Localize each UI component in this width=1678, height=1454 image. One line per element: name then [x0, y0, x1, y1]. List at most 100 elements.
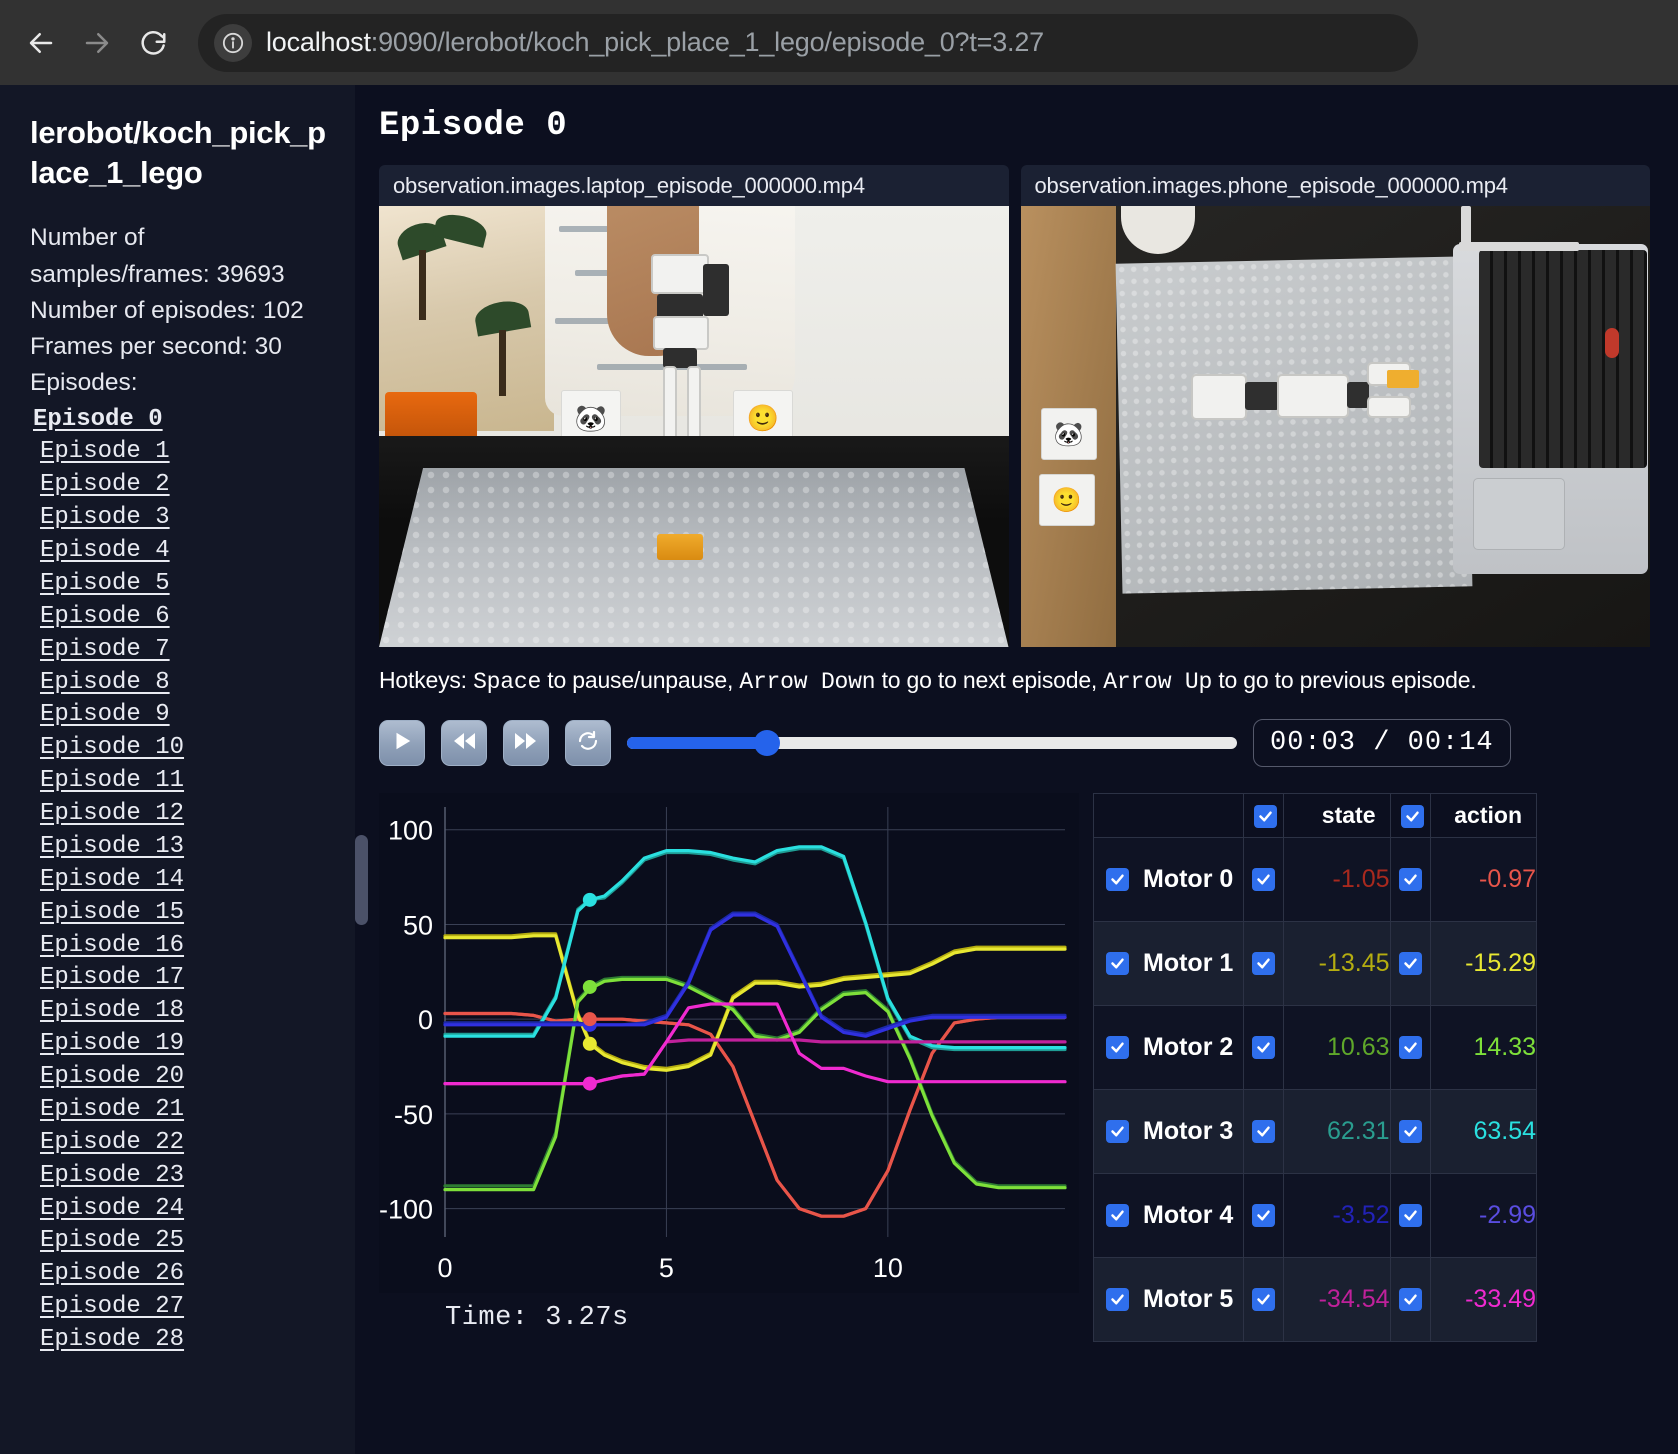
seek-bar[interactable] — [627, 730, 1237, 756]
episode-link-16[interactable]: Episode 16 — [40, 931, 185, 959]
episode-link-18[interactable]: Episode 18 — [40, 997, 185, 1025]
rewind-button[interactable] — [441, 720, 487, 766]
reload-button[interactable] — [130, 20, 176, 66]
action-cell-checkbox[interactable] — [1389, 1257, 1431, 1342]
action-cell-checkbox[interactable] — [1389, 921, 1431, 1006]
sidebar-resize-handle[interactable] — [355, 835, 368, 925]
action-cell-checkbox[interactable] — [1389, 837, 1431, 922]
header-action-checkbox-cell[interactable] — [1389, 793, 1431, 838]
episode-link-2[interactable]: Episode 2 — [40, 471, 170, 499]
app-body: lerobot/koch_pick_place_1_lego Number of… — [0, 85, 1678, 1454]
back-button[interactable] — [18, 20, 64, 66]
state-value-checkbox[interactable] — [1252, 952, 1275, 975]
episode-link-15[interactable]: Episode 15 — [40, 898, 185, 926]
state-value-checkbox[interactable] — [1252, 1204, 1275, 1227]
info-circle-icon[interactable] — [214, 23, 252, 62]
state-value-checkbox[interactable] — [1252, 1288, 1275, 1311]
state-value-checkbox[interactable] — [1252, 1036, 1275, 1059]
episode-link-25[interactable]: Episode 25 — [40, 1227, 185, 1255]
episode-link-10[interactable]: Episode 10 — [40, 734, 185, 762]
svg-text:0: 0 — [437, 1253, 452, 1283]
motor-name-label: Motor 0 — [1143, 865, 1234, 893]
episode-link-8[interactable]: Episode 8 — [40, 668, 170, 696]
action-value-checkbox[interactable] — [1398, 1120, 1422, 1143]
state-cell-checkbox[interactable] — [1243, 1173, 1284, 1258]
seek-track[interactable] — [627, 730, 1237, 756]
motor-row-checkbox[interactable] — [1106, 1036, 1129, 1059]
episode-link-13[interactable]: Episode 13 — [40, 832, 185, 860]
motor-row-checkbox[interactable] — [1106, 1204, 1129, 1227]
episode-link-11[interactable]: Episode 11 — [40, 767, 185, 795]
header-state-checkbox-cell[interactable] — [1243, 793, 1284, 838]
action-value-checkbox[interactable] — [1398, 868, 1422, 891]
episode-link-21[interactable]: Episode 21 — [40, 1095, 185, 1123]
episode-link-7[interactable]: Episode 7 — [40, 635, 170, 663]
hotkeys-text-3: to go to previous episode. — [1212, 667, 1477, 693]
action-value-checkbox[interactable] — [1398, 952, 1422, 975]
action-cell-checkbox[interactable] — [1389, 1005, 1431, 1090]
address-bar[interactable]: localhost:9090/lerobot/koch_pick_place_1… — [198, 13, 1418, 72]
main-content: Episode 0 observation.images.laptop_epis… — [355, 85, 1678, 1454]
episode-link-3[interactable]: Episode 3 — [40, 504, 170, 532]
episode-link-5[interactable]: Episode 5 — [40, 569, 170, 597]
hotkey-space: Space — [473, 669, 542, 695]
episode-link-24[interactable]: Episode 24 — [40, 1194, 185, 1222]
episode-link-27[interactable]: Episode 27 — [40, 1293, 185, 1321]
video-phone[interactable]: 🐼 🙂 — [1020, 206, 1650, 647]
seek-thumb[interactable] — [754, 730, 781, 756]
episode-link-12[interactable]: Episode 12 — [40, 800, 185, 828]
episode-link-14[interactable]: Episode 14 — [40, 865, 185, 893]
episode-link-19[interactable]: Episode 19 — [40, 1030, 185, 1058]
state-cell-checkbox[interactable] — [1243, 921, 1284, 1006]
sticker-box-2: 🙂 — [1038, 474, 1095, 526]
hotkeys-text-2: to go to next episode, — [875, 667, 1104, 693]
loop-button[interactable] — [565, 720, 611, 766]
state-value-checkbox[interactable] — [1252, 1120, 1275, 1143]
state-value: -13.45 — [1283, 921, 1391, 1006]
table-header-row: state action — [1093, 793, 1537, 838]
motor-row-checkbox[interactable] — [1106, 1120, 1129, 1143]
timeseries-chart[interactable]: -100 -50 0 50 100 0 5 10 Time: 3.27s — [379, 793, 1079, 1333]
episode-link-0[interactable]: Episode 0 — [33, 405, 163, 433]
episode-link-22[interactable]: Episode 22 — [40, 1128, 185, 1156]
svg-text:-50: -50 — [394, 1100, 433, 1130]
action-value-checkbox[interactable] — [1398, 1288, 1422, 1311]
episode-link-20[interactable]: Episode 20 — [40, 1063, 185, 1091]
action-column-checkbox[interactable] — [1400, 805, 1424, 829]
state-value-checkbox[interactable] — [1252, 868, 1275, 891]
motor-row-checkbox[interactable] — [1106, 868, 1129, 891]
motor-row-checkbox[interactable] — [1106, 1288, 1129, 1311]
episode-link-6[interactable]: Episode 6 — [40, 602, 170, 630]
motor-name-cell: Motor 5 — [1093, 1257, 1244, 1342]
state-cell-checkbox[interactable] — [1243, 837, 1284, 922]
episode-list: Episode 0 Episode 1 Episode 2 Episode 3 Epis… — [30, 404, 329, 1357]
episode-link-1[interactable]: Episode 1 — [40, 438, 170, 466]
table-row: Motor 4 -3.52 -2.99 — [1093, 1173, 1537, 1258]
fast-forward-button[interactable] — [503, 720, 549, 766]
motor-row-checkbox[interactable] — [1106, 952, 1129, 975]
action-cell-checkbox[interactable] — [1389, 1089, 1431, 1174]
seek-progress-fill — [627, 737, 768, 749]
episode-link-28[interactable]: Episode 28 — [40, 1326, 185, 1354]
state-cell-checkbox[interactable] — [1243, 1089, 1284, 1174]
episode-link-9[interactable]: Episode 9 — [40, 701, 170, 729]
video-laptop[interactable]: 🐼 🙂 — [379, 206, 1009, 647]
state-value: -3.52 — [1283, 1173, 1391, 1258]
state-cell-checkbox[interactable] — [1243, 1005, 1284, 1090]
action-cell-checkbox[interactable] — [1389, 1173, 1431, 1258]
episode-link-26[interactable]: Episode 26 — [40, 1260, 185, 1288]
laptop-keyboard — [1478, 250, 1647, 468]
episode-link-23[interactable]: Episode 23 — [40, 1161, 185, 1189]
state-cell-checkbox[interactable] — [1243, 1257, 1284, 1342]
episode-link-17[interactable]: Episode 17 — [40, 964, 185, 992]
action-value-checkbox[interactable] — [1398, 1036, 1422, 1059]
episode-link-4[interactable]: Episode 4 — [40, 537, 170, 565]
meta-episodes-count: Number of episodes: 102 — [30, 296, 304, 324]
browser-toolbar: localhost:9090/lerobot/koch_pick_place_1… — [0, 0, 1678, 85]
action-value-checkbox[interactable] — [1398, 1204, 1422, 1227]
motor-name-label: Motor 5 — [1143, 1285, 1234, 1313]
episodes-label: Episodes: — [30, 369, 138, 397]
forward-button[interactable] — [74, 20, 120, 66]
state-column-checkbox[interactable] — [1254, 805, 1277, 829]
play-button[interactable] — [379, 720, 425, 766]
